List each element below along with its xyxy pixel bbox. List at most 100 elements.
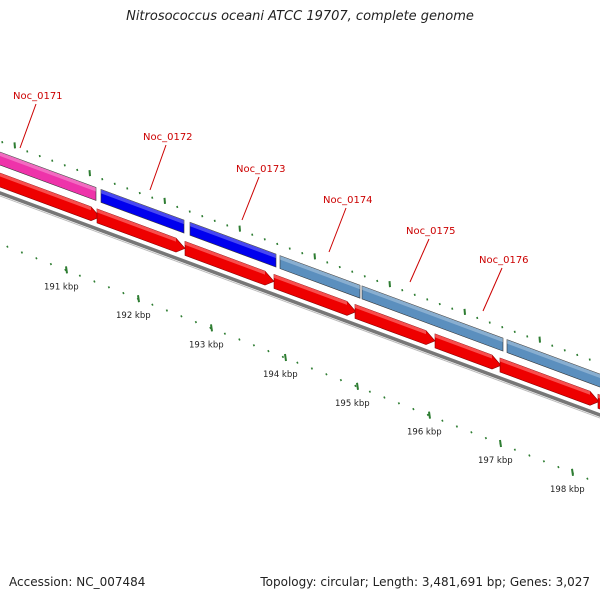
scale-tick [401,289,404,292]
kbp-minor-tick [122,291,125,295]
map-title: Nitrosococcus oceani ATCC 19707, complet… [126,9,474,24]
feature-band-noc-0171 [0,151,97,201]
scale-tick [338,265,341,269]
kbp-minor-tick [194,320,198,324]
gene-arrow-highlight [97,208,176,242]
scale-tick [326,261,329,264]
scale-tick [251,233,254,236]
scale-tick [588,358,591,361]
kbp-minor-tick [513,448,517,451]
scale-tick [126,187,129,190]
kbp-minor-tick [586,477,589,480]
kbp-minor-tick [35,257,38,260]
scale-tick [51,159,54,162]
kbp-minor-tick [281,355,285,359]
accession-text: Accession: NC_007484 [9,575,146,589]
kbp-major-tick [137,295,140,303]
kbp-label: 192 kbp [116,311,151,321]
gene-arrow-highlight [435,333,492,359]
scale-tick [263,238,266,241]
kbp-minor-tick [455,425,459,428]
kbp-minor-tick [6,245,9,248]
kbp-minor-tick [223,332,227,335]
gene-arrow-highlight [274,274,347,305]
kbp-minor-tick [296,361,299,364]
scale-tick [301,252,304,255]
kbp-minor-tick [339,378,343,382]
kbp-minor-tick [368,390,372,393]
scale-tick [226,224,229,227]
scale-tick [213,219,216,223]
scale-tick [501,326,504,329]
scale-tick [513,330,516,334]
kbp-minor-tick [252,344,256,347]
kbp-major-tick [356,382,359,390]
kbp-minor-tick [325,373,328,376]
feature-band-noc-0176 [506,339,600,388]
kbp-minor-tick [78,274,82,277]
kbp-major-tick [210,324,213,332]
kbp-minor-tick [441,419,444,422]
gene-label-noc-0171: Noc_0171 [13,91,63,102]
scale-tick [438,302,441,306]
kbp-label: 198 kbp [550,485,585,495]
gene-label-noc-0175: Noc_0175 [406,226,456,237]
kbp-major-tick [499,439,502,448]
kbp-scale-track: 191 kbp 192 kbp 193 kbp 194 kbp 195 kbp 196 k… [6,245,589,495]
gene-label-leader [482,267,503,312]
scale-tick [238,225,241,232]
feature-band-highlight [190,222,276,259]
scale-tick [201,215,204,218]
feature-band-highlight [101,189,184,225]
kbp-minor-tick [93,280,96,283]
backbone-shadow [0,195,600,419]
feature-band-highlight [280,255,360,290]
kbp-minor-tick [470,431,473,434]
kbp-minor-tick [107,286,111,289]
scale-tick [101,178,104,181]
scale-tick [388,281,391,288]
scale-tick [351,270,354,273]
scale-tick [76,168,79,172]
scale-tick [376,279,379,283]
genome-backbone [0,191,600,419]
scale-tick [476,316,479,320]
kbp-major-tick [428,411,431,419]
kbp-minor-tick [412,407,415,411]
gene-label-layer: Noc_0171 Noc_0172 Noc_0173 Noc_0174 Noc_0175… [13,91,529,312]
scale-tick [1,141,4,144]
scale-tick [413,293,416,297]
kbp-minor-tick [484,436,488,440]
kbp-minor-tick [557,465,560,469]
feature-band-highlight [0,152,96,192]
kbp-minor-tick [542,460,546,463]
gene-label-leader [328,207,347,253]
kbp-minor-tick [426,413,430,417]
scale-tick [276,242,279,246]
scale-tick [38,154,41,158]
gene-label-leader [19,103,37,149]
scale-tick [13,142,16,149]
scale-tick [151,196,154,199]
feature-band-noc-0173 [189,221,277,268]
scale-tick [313,253,316,260]
kbp-minor-tick [383,396,386,399]
scale-tick [188,210,191,213]
kbp-major-tick [571,468,574,476]
scale-tick [426,298,429,301]
feature-band-noc-0175 [361,285,504,352]
kbp-label: 195 kbp [335,399,370,409]
kbp-minor-tick [180,315,183,318]
gene-label-leader [149,144,167,191]
scale-tick [526,335,529,338]
scale-tick [138,191,141,195]
backbone-line [0,191,600,417]
kbp-minor-tick [238,338,241,341]
scale-tick [538,336,541,343]
feature-band-noc-0174 [279,255,361,299]
scale-tick [488,321,491,324]
kbp-minor-tick [20,251,24,254]
gene-label-noc-0176: Noc_0176 [479,255,529,266]
kbp-label: 194 kbp [263,370,298,380]
